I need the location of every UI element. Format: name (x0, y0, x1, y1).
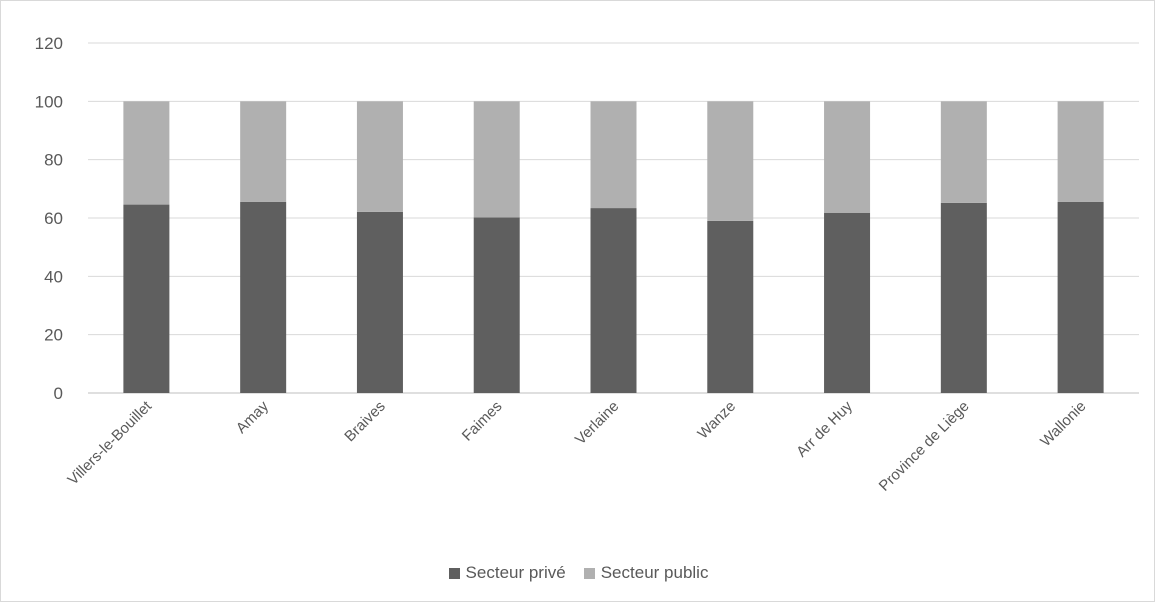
legend-swatch-public (583, 567, 595, 579)
x-tick-label: Braives (341, 398, 388, 445)
bars (123, 101, 1104, 393)
legend: Secteur privé Secteur public (1, 563, 1155, 583)
bar-prive-4 (590, 208, 637, 393)
x-tick-label: Arr de Huy (793, 397, 856, 460)
y-tick-label: 40 (44, 267, 63, 286)
bar-public-0 (123, 101, 170, 205)
y-tick-label: 80 (44, 151, 63, 170)
y-tick-label: 100 (35, 92, 63, 111)
x-tick-label: Faimes (459, 398, 506, 445)
bar-prive-6 (824, 212, 871, 393)
bar-public-5 (707, 101, 754, 221)
y-tick-label: 20 (44, 326, 63, 345)
legend-entry-prive: Secteur privé (448, 563, 566, 583)
bar-public-4 (590, 101, 637, 209)
y-tick-label: 0 (54, 384, 63, 403)
x-tick-label: Verlaine (572, 398, 622, 448)
y-tick-label: 60 (44, 209, 63, 228)
bar-prive-7 (940, 202, 987, 393)
legend-label-public: Secteur public (600, 563, 709, 582)
x-tick-label: Province de Liège (876, 398, 973, 495)
bar-public-3 (473, 101, 520, 218)
bar-prive-5 (707, 220, 754, 393)
bar-public-6 (824, 101, 871, 213)
bar-prive-3 (473, 217, 520, 393)
bar-public-7 (940, 101, 987, 203)
bar-public-1 (240, 101, 287, 202)
legend-swatch-prive (448, 567, 460, 579)
bar-public-8 (1057, 101, 1104, 202)
y-axis-ticks: 0 20 40 60 80 100 120 (35, 34, 63, 403)
x-tick-label: Amay (233, 397, 272, 436)
x-tick-label: Wanze (694, 398, 739, 443)
bar-prive-2 (356, 211, 403, 393)
x-tick-label: Villers-le-Bouillet (64, 397, 155, 488)
legend-label-prive: Secteur privé (465, 563, 566, 582)
x-axis-ticks: Villers-le-Bouillet Amay Braives Faimes Verl… (64, 397, 1089, 495)
legend-entry-public: Secteur public (583, 563, 709, 583)
x-tick-label: Wallonie (1037, 398, 1089, 450)
bar-public-2 (356, 101, 403, 212)
bar-prive-8 (1057, 201, 1104, 393)
y-tick-label: 120 (35, 34, 63, 53)
bar-prive-0 (123, 204, 170, 393)
bar-prive-1 (240, 201, 287, 393)
